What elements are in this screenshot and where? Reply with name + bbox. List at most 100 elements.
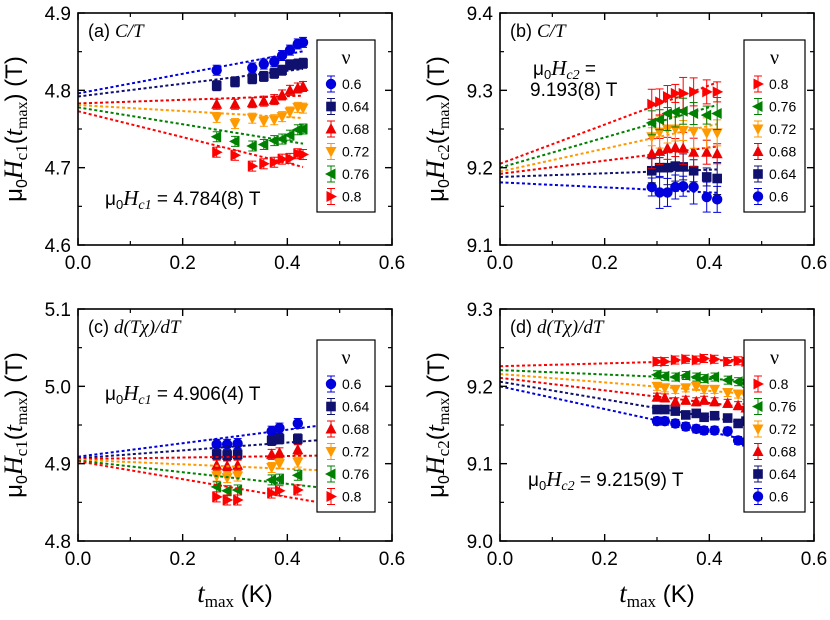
y-tick-label: 4.7 (45, 159, 71, 180)
legend-label: 0.76 (769, 399, 796, 415)
data-point (283, 129, 295, 141)
x-axis-title: tmax (K) (197, 578, 272, 611)
legend-marker (753, 469, 763, 479)
y-tick-label: 4.6 (45, 236, 71, 257)
legend-label: 0.68 (342, 421, 369, 437)
data-point (662, 162, 673, 173)
x-tick-label: 0.4 (696, 253, 723, 274)
fit-line-0.76 (500, 104, 718, 169)
data-point (708, 371, 720, 383)
legend-marker (325, 447, 337, 458)
data-point (670, 418, 681, 429)
data-point (653, 114, 665, 126)
fit-line-0.72 (78, 458, 325, 472)
legend-marker (326, 191, 337, 202)
data-point (711, 194, 723, 205)
data-point (297, 123, 308, 135)
series-0.76 (500, 96, 722, 169)
fit-annotation: μ0Hc1 = 4.784(8) T (105, 186, 261, 213)
y-tick-label: 4.9 (45, 455, 71, 476)
legend-box (316, 39, 376, 213)
data-point (698, 425, 710, 436)
legend-title: ν (770, 347, 779, 369)
data-point (669, 106, 680, 118)
series-0.64 (78, 57, 308, 98)
data-point (285, 152, 296, 164)
series-0.68 (500, 376, 760, 415)
x-tick-label: 0.0 (487, 253, 513, 274)
data-point (655, 96, 666, 108)
data-point (222, 450, 232, 460)
series-0.76 (500, 369, 759, 391)
data-point (267, 487, 278, 499)
data-point (297, 37, 309, 48)
legend-marker (752, 145, 764, 156)
legend-marker (752, 124, 764, 135)
data-point (210, 131, 222, 143)
data-point (681, 353, 692, 365)
data-point (723, 356, 734, 368)
data-point (690, 381, 702, 393)
data-point (293, 484, 304, 496)
data-point (698, 373, 709, 385)
x-tick-label: 0.6 (379, 253, 405, 274)
data-point (269, 156, 281, 168)
data-point (221, 485, 232, 497)
panel-label: (d) d(Tχ)/dT (510, 317, 605, 338)
panel-label: (b) C/T (510, 21, 567, 42)
y-tick-label: 9.2 (467, 377, 493, 398)
data-point (651, 369, 662, 381)
data-point (212, 146, 223, 158)
legend-label: 0.68 (342, 121, 369, 137)
legend-title: ν (341, 47, 350, 69)
data-point (211, 439, 222, 450)
legend-marker (325, 168, 336, 180)
data-point (711, 147, 723, 159)
data-point (722, 413, 733, 423)
data-point (229, 98, 241, 109)
data-point (258, 116, 270, 128)
data-point (698, 384, 710, 396)
data-point (276, 112, 288, 123)
series-0.76 (78, 106, 308, 152)
data-point (699, 412, 709, 423)
data-point (222, 494, 234, 506)
legend-label: 0.6 (342, 376, 362, 392)
data-point (298, 58, 308, 69)
data-point (646, 165, 657, 176)
data-point (659, 415, 671, 427)
series-0.8 (78, 110, 310, 172)
legend-label: 0.72 (769, 121, 796, 137)
legend-label: 0.6 (769, 189, 789, 205)
data-point (246, 96, 258, 108)
y-tick-label: 4.8 (45, 532, 71, 553)
fit-annotation-value: 9.193(8) T (530, 80, 618, 101)
data-point (732, 389, 744, 401)
x-tick-label: 0.6 (379, 549, 405, 570)
legend-label: 0.68 (769, 144, 796, 160)
data-point (221, 439, 233, 450)
data-point (652, 356, 663, 368)
data-point (268, 135, 279, 147)
data-point (699, 352, 711, 364)
data-point (690, 395, 702, 407)
legend-marker (325, 378, 337, 390)
data-point (677, 126, 689, 137)
data-point (680, 383, 692, 394)
data-point (211, 459, 223, 470)
data-point (677, 105, 688, 117)
data-point (669, 395, 681, 407)
data-point (678, 87, 690, 99)
data-point (688, 146, 700, 157)
data-point (701, 128, 713, 139)
data-point (273, 473, 284, 485)
data-point (646, 181, 657, 193)
data-point (733, 418, 743, 429)
legend-marker (325, 468, 336, 480)
legend-label: 0.6 (342, 76, 362, 92)
data-point (710, 353, 721, 365)
data-point (688, 165, 699, 176)
data-point (265, 474, 277, 486)
panel-a: 0.0 0.2 0.4 0.6 4.6 4.7 4.8 4.9 μ0Hc1(tmax) (T) (… (0, 4, 405, 274)
